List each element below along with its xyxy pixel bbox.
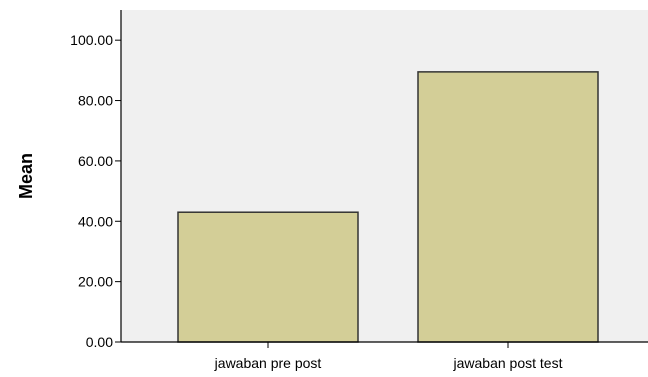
bar-1: [177, 211, 359, 343]
y-axis-title: Mean: [16, 153, 36, 199]
y-tick-label: 40.00: [78, 213, 113, 229]
y-axis-ticks: 0.00 20.00 40.00 60.00 80.00 100.00: [70, 32, 121, 350]
bars-group: [177, 71, 599, 343]
x-tick-label: jawaban post test: [453, 355, 563, 371]
bar-2: [417, 71, 599, 343]
y-tick-label: 20.00: [78, 274, 113, 290]
y-tick-label: 60.00: [78, 153, 113, 169]
x-axis-ticks: jawaban pre post jawaban post test: [214, 342, 563, 371]
y-tick-label: 80.00: [78, 93, 113, 109]
y-tick-label: 100.00: [70, 32, 113, 48]
y-tick-label: 0.00: [86, 334, 113, 350]
x-tick-label: jawaban pre post: [214, 355, 322, 371]
